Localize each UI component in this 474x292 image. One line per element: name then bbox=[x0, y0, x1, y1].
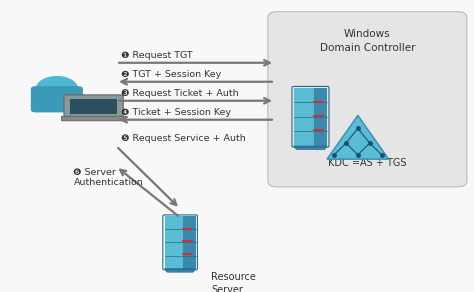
Polygon shape bbox=[327, 115, 389, 159]
Circle shape bbox=[36, 76, 78, 102]
FancyBboxPatch shape bbox=[61, 116, 126, 121]
FancyBboxPatch shape bbox=[183, 229, 195, 242]
FancyBboxPatch shape bbox=[70, 99, 117, 114]
FancyBboxPatch shape bbox=[165, 242, 183, 256]
Text: ❹ Ticket + Session Key: ❹ Ticket + Session Key bbox=[121, 108, 231, 117]
FancyBboxPatch shape bbox=[183, 256, 195, 269]
FancyBboxPatch shape bbox=[165, 216, 183, 229]
FancyBboxPatch shape bbox=[294, 117, 314, 131]
FancyBboxPatch shape bbox=[64, 95, 123, 118]
Text: KDC =AS + TGS: KDC =AS + TGS bbox=[328, 158, 407, 168]
FancyBboxPatch shape bbox=[183, 242, 195, 256]
FancyBboxPatch shape bbox=[314, 131, 327, 146]
FancyBboxPatch shape bbox=[268, 12, 467, 187]
FancyBboxPatch shape bbox=[165, 229, 183, 242]
Text: Resource
Server: Resource Server bbox=[211, 272, 256, 292]
Text: ❸ Request Ticket + Auth: ❸ Request Ticket + Auth bbox=[121, 89, 238, 98]
FancyBboxPatch shape bbox=[31, 86, 83, 112]
Polygon shape bbox=[165, 269, 195, 272]
FancyBboxPatch shape bbox=[294, 88, 314, 102]
Polygon shape bbox=[294, 146, 327, 150]
Text: ❷ TGT + Session Key: ❷ TGT + Session Key bbox=[121, 70, 221, 79]
FancyBboxPatch shape bbox=[294, 102, 314, 117]
Text: ❺ Request Service + Auth: ❺ Request Service + Auth bbox=[121, 134, 246, 143]
FancyBboxPatch shape bbox=[314, 88, 327, 102]
FancyBboxPatch shape bbox=[165, 256, 183, 269]
FancyBboxPatch shape bbox=[314, 102, 327, 117]
FancyBboxPatch shape bbox=[314, 117, 327, 131]
FancyBboxPatch shape bbox=[294, 131, 314, 146]
FancyBboxPatch shape bbox=[183, 216, 195, 229]
Text: ❻ Server
Authentication: ❻ Server Authentication bbox=[73, 168, 143, 187]
Text: Windows
Domain Controller: Windows Domain Controller bbox=[319, 29, 415, 53]
Text: ❶ Request TGT: ❶ Request TGT bbox=[121, 51, 192, 60]
